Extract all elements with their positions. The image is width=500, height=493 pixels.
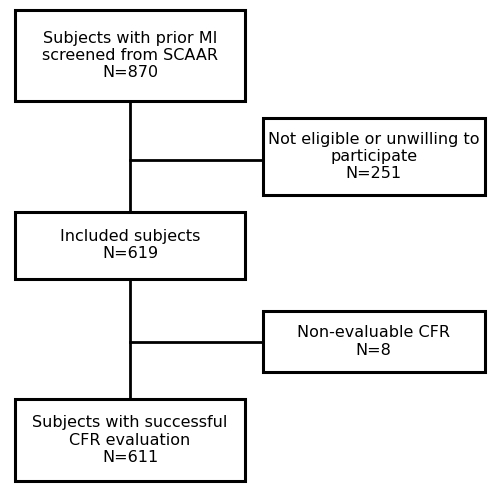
Text: Included subjects
N=619: Included subjects N=619 (60, 229, 200, 261)
Text: Subjects with prior MI
screened from SCAAR
N=870: Subjects with prior MI screened from SCA… (42, 31, 218, 80)
Text: Non-evaluable CFR
N=8: Non-evaluable CFR N=8 (297, 325, 450, 357)
Bar (262, 311, 485, 372)
Bar (262, 118, 485, 195)
Bar (15, 399, 245, 481)
Text: Not eligible or unwilling to
participate
N=251: Not eligible or unwilling to participate… (268, 132, 480, 181)
Bar (15, 212, 245, 279)
Bar (15, 10, 245, 101)
Text: Subjects with successful
CFR evaluation
N=611: Subjects with successful CFR evaluation … (32, 415, 228, 465)
